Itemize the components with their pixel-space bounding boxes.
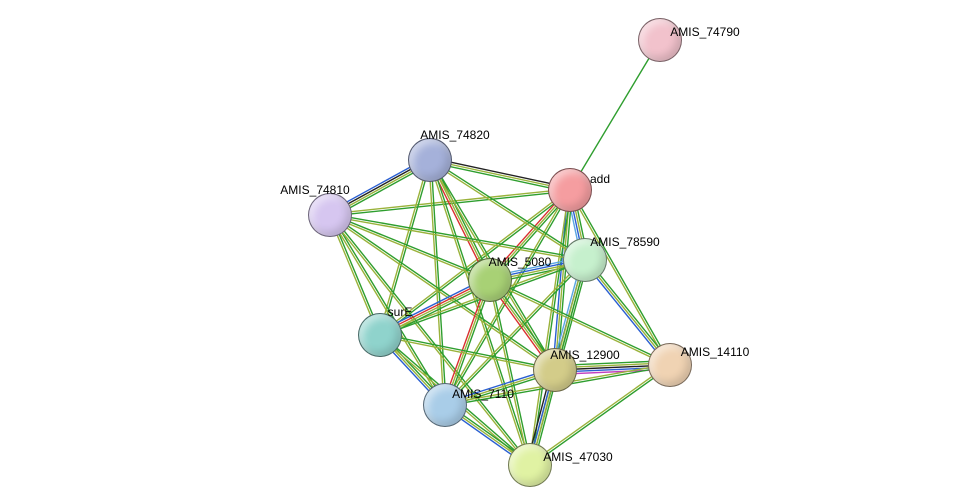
network-canvas: AMIS_74790addAMIS_74820AMIS_74810AMIS_78… [0,0,975,501]
edges-layer [0,0,975,501]
node-AMIS_74790[interactable] [638,18,682,62]
node-AMIS_47030[interactable] [508,443,552,487]
node-AMIS_5080[interactable] [468,258,512,302]
node-add[interactable] [548,168,592,212]
node-AMIS_12900[interactable] [533,348,577,392]
edge [330,216,585,261]
node-AMIS_14110[interactable] [648,343,692,387]
node-AMIS_74810[interactable] [308,193,352,237]
node-AMIS_7110[interactable] [423,383,467,427]
node-surE[interactable] [358,313,402,357]
node-AMIS_74820[interactable] [408,138,452,182]
node-AMIS_78590[interactable] [563,238,607,282]
edge [570,40,660,190]
edge [330,189,570,214]
